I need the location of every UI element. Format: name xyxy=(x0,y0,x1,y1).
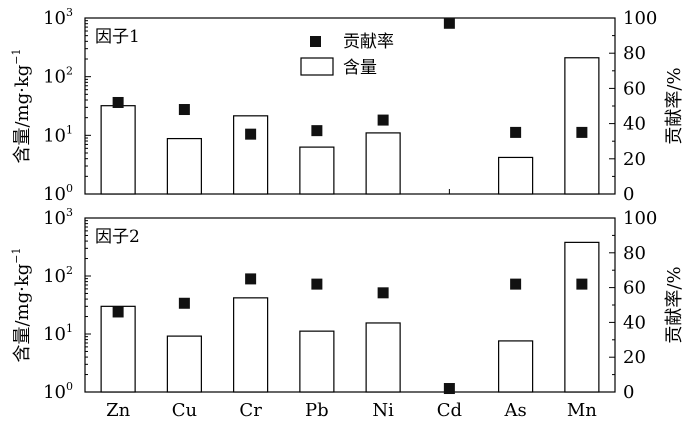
left-tick-label: 102 xyxy=(43,65,73,88)
bar-cr xyxy=(233,297,269,393)
point-cr xyxy=(245,273,257,285)
right-axis-title: 贡献率/% xyxy=(664,266,685,343)
left-tick-label: 102 xyxy=(43,264,73,287)
left-tick-label: 101 xyxy=(43,322,73,345)
point-cd xyxy=(443,17,455,29)
bar-zn xyxy=(100,105,136,195)
left-axis-title: 含量/mg·kg−1 xyxy=(10,247,33,362)
panel-1: 100 101 102 103 0 20 40 60 80 100 因子1 含量/mg·kg−1 贡献率… xyxy=(10,6,685,205)
bar-mn xyxy=(564,57,600,195)
right-tick-label: 100 xyxy=(623,208,657,229)
point-cu xyxy=(178,104,190,116)
x-label-zn: Zn xyxy=(106,400,131,421)
point-pb xyxy=(311,278,323,290)
point-cd xyxy=(443,383,455,395)
right-tick-label: 80 xyxy=(623,243,646,264)
x-label-as: As xyxy=(504,400,527,421)
plot-frame xyxy=(84,217,616,393)
bar-mn xyxy=(564,241,600,393)
point-zn xyxy=(112,306,124,318)
x-label-cd: Cd xyxy=(437,400,462,421)
right-tick-label: 60 xyxy=(623,78,646,99)
right-tick-label: 60 xyxy=(623,278,646,299)
point-cr xyxy=(245,128,257,140)
right-tick-label: 20 xyxy=(623,347,646,368)
right-axis-title: 贡献率/% xyxy=(664,67,685,144)
right-tick-label: 0 xyxy=(623,382,634,403)
x-label-mn: Mn xyxy=(567,400,597,421)
panel-label: 因子1 xyxy=(95,27,140,47)
bar-cr xyxy=(233,115,269,195)
left-tick-label: 103 xyxy=(43,6,73,29)
legend-swatch-content xyxy=(300,57,334,76)
right-tick-label: 80 xyxy=(623,43,646,64)
x-label-pb: Pb xyxy=(305,400,329,421)
legend-label-contribution: 贡献率 xyxy=(343,32,394,52)
bar-ni xyxy=(365,322,401,393)
bar-pb xyxy=(299,330,335,393)
panel-2: 100 101 102 103 0 20 40 60 80 100 因子2 含量/mg·kg−1 贡献率… xyxy=(10,206,685,421)
bar-pb xyxy=(299,146,335,195)
x-label-cu: Cu xyxy=(172,400,197,421)
point-ni xyxy=(377,287,389,299)
bar-cu xyxy=(166,137,202,195)
bar-cu xyxy=(166,335,202,393)
point-zn xyxy=(112,96,124,108)
left-axis-title: 含量/mg·kg−1 xyxy=(10,48,33,163)
right-tick-label: 20 xyxy=(623,149,646,170)
panel-label: 因子2 xyxy=(95,227,140,247)
point-as xyxy=(510,126,522,138)
point-ni xyxy=(377,114,389,126)
x-label-ni: Ni xyxy=(372,400,394,421)
point-mn xyxy=(576,278,588,290)
left-tick-label: 103 xyxy=(43,206,73,229)
point-cu xyxy=(178,297,190,309)
bar-ni xyxy=(365,132,401,195)
point-as xyxy=(510,278,522,290)
left-tick-label: 100 xyxy=(43,380,73,403)
point-mn xyxy=(576,126,588,138)
right-tick-label: 40 xyxy=(623,312,646,333)
left-tick-label: 100 xyxy=(43,182,73,205)
legend-label-content: 含量 xyxy=(343,58,377,78)
bar-zn xyxy=(100,305,136,393)
right-tick-label: 0 xyxy=(623,184,634,205)
right-tick-label: 100 xyxy=(623,8,657,29)
bar-as xyxy=(498,340,534,393)
x-label-cr: Cr xyxy=(239,400,262,421)
point-pb xyxy=(311,125,323,137)
bar-as xyxy=(498,156,534,195)
right-tick-label: 40 xyxy=(623,114,646,135)
legend-marker-contribution xyxy=(310,36,321,47)
left-tick-label: 101 xyxy=(43,123,73,146)
